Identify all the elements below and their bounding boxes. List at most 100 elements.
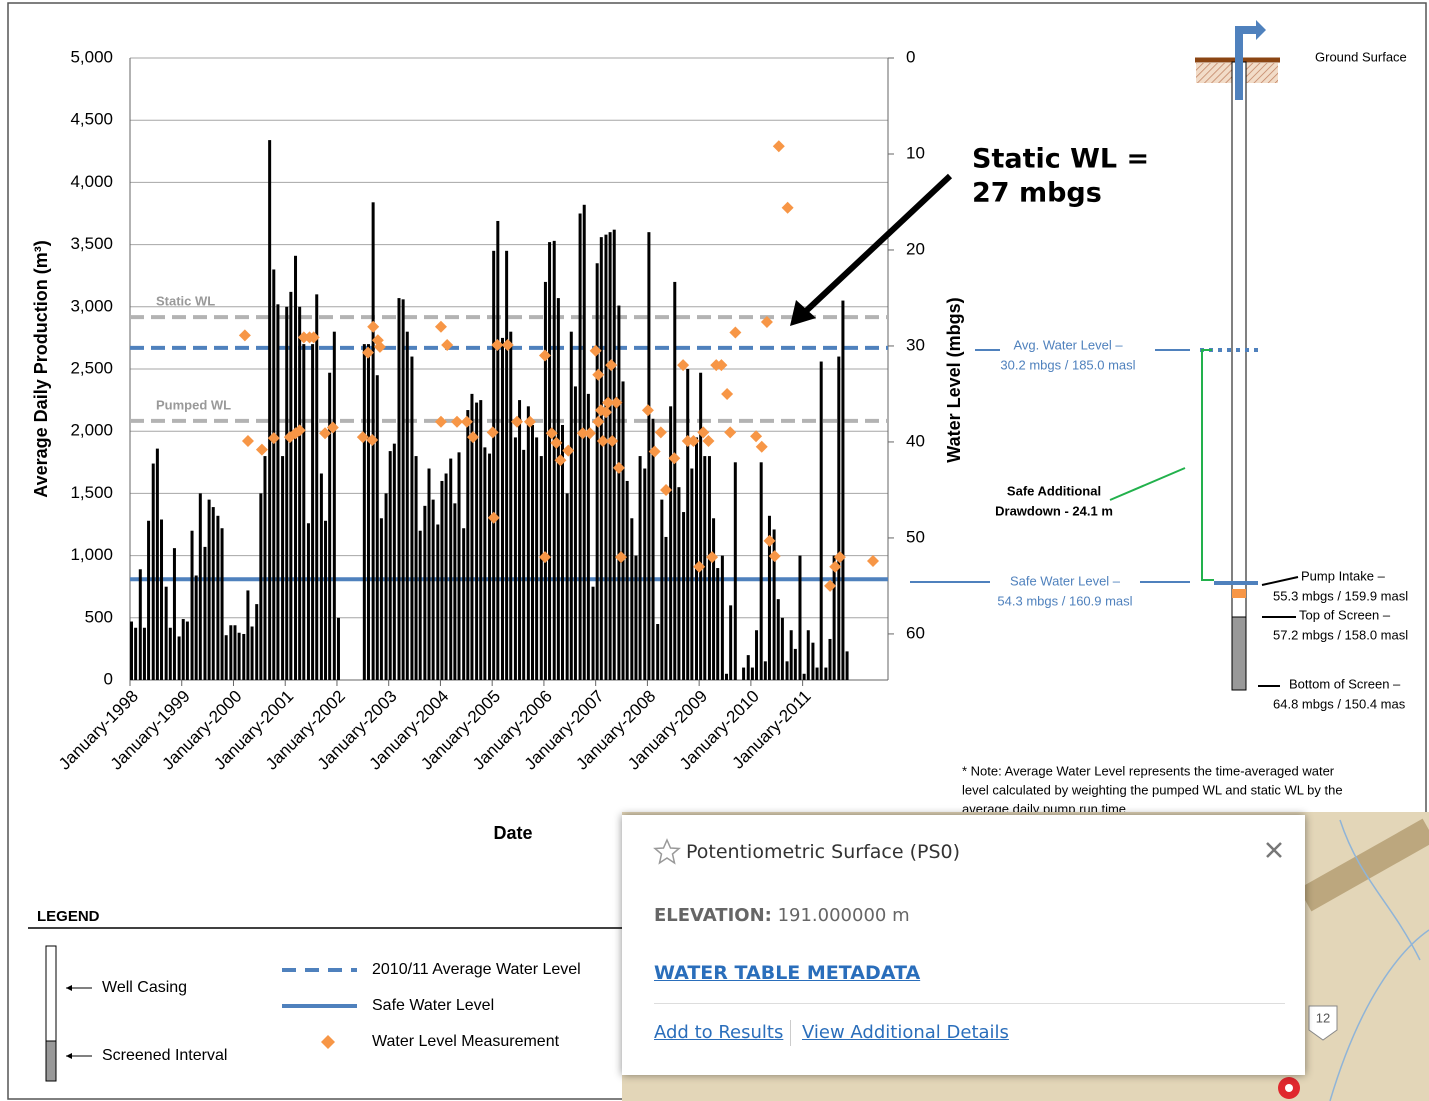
- y-tick-label: 2,000: [70, 421, 113, 440]
- separator: [790, 1020, 791, 1046]
- bar: [134, 628, 137, 680]
- bar: [363, 344, 366, 680]
- well-label: Bottom of Screen –: [1289, 676, 1401, 691]
- bar: [393, 444, 396, 680]
- bar: [760, 462, 763, 680]
- bar: [505, 251, 508, 680]
- bar: [574, 386, 577, 680]
- well-label: 55.3 mbgs / 159.9 masl: [1273, 588, 1408, 603]
- bar: [686, 369, 689, 680]
- y2-tick-label: 10: [906, 143, 925, 162]
- well-label: Avg. Water Level –: [1013, 337, 1123, 352]
- bar: [492, 251, 495, 680]
- bar: [699, 373, 702, 680]
- bar: [566, 493, 569, 680]
- bar: [682, 512, 685, 680]
- well-label: Drawdown - 24.1 m: [995, 503, 1113, 518]
- bar: [410, 357, 413, 680]
- screen: [1232, 617, 1246, 690]
- bar: [281, 456, 284, 680]
- action-link[interactable]: View Additional Details: [802, 1022, 1009, 1043]
- bar: [604, 235, 607, 680]
- bar: [643, 469, 646, 680]
- bar: [479, 400, 482, 680]
- bar: [415, 456, 418, 680]
- bar: [798, 556, 801, 680]
- bar: [677, 487, 680, 680]
- bar: [790, 630, 793, 680]
- bar: [841, 301, 844, 680]
- bar: [276, 304, 279, 680]
- bar: [216, 516, 219, 680]
- bar: [178, 636, 181, 680]
- bar: [514, 437, 517, 680]
- field-label: ELEVATION:: [654, 905, 772, 926]
- bar: [617, 306, 620, 680]
- y-tick-label: 500: [85, 607, 113, 626]
- popup: Potentiometric Surface (PS0) ELEVATION: …: [622, 815, 1305, 1075]
- bar: [466, 410, 469, 680]
- bar: [522, 450, 525, 680]
- bar: [445, 473, 448, 680]
- bar: [548, 242, 551, 680]
- bar: [583, 205, 586, 680]
- legend-label: Water Level Measurement: [372, 1033, 560, 1050]
- bar: [165, 587, 168, 680]
- bar: [212, 507, 215, 680]
- star-icon[interactable]: [652, 837, 682, 867]
- bar: [199, 493, 202, 680]
- bar: [440, 481, 443, 680]
- legend-screen: [46, 1041, 56, 1081]
- bar: [488, 454, 491, 680]
- bar: [246, 590, 249, 680]
- legend-label: Safe Water Level: [372, 997, 494, 1014]
- bar: [263, 456, 266, 680]
- annotation: 27 mbgs: [972, 178, 1102, 209]
- bar: [592, 587, 595, 680]
- y-tick-label: 0: [104, 669, 113, 688]
- metadata-link[interactable]: WATER TABLE METADATA: [654, 962, 920, 984]
- bar: [307, 523, 310, 680]
- bar: [255, 604, 258, 680]
- bar: [419, 531, 422, 680]
- bar: [156, 449, 159, 680]
- bar: [233, 625, 236, 680]
- bar: [423, 506, 426, 680]
- y2-axis-title: Water Level (mbgs): [944, 297, 964, 462]
- field: ELEVATION: 191.000000 m: [654, 905, 910, 926]
- bar: [803, 674, 806, 680]
- bar: [570, 332, 573, 680]
- bar: [333, 332, 336, 680]
- bar: [816, 668, 819, 680]
- bar: [609, 232, 612, 680]
- bar: [527, 406, 530, 680]
- y-tick-label: 1,000: [70, 545, 113, 564]
- bar: [820, 362, 823, 680]
- bar: [824, 668, 827, 680]
- bar: [324, 521, 327, 680]
- bar: [337, 618, 340, 680]
- bar: [622, 381, 625, 680]
- bar: [221, 528, 224, 680]
- pump: [1232, 589, 1246, 598]
- well-label: Safe Additional: [1007, 483, 1101, 498]
- bar: [579, 214, 582, 681]
- bar: [540, 456, 543, 680]
- bar: [376, 375, 379, 680]
- bar: [786, 661, 789, 680]
- y-tick-label: 4,500: [70, 110, 113, 129]
- bar: [380, 518, 383, 680]
- bar: [742, 668, 745, 680]
- bar: [630, 518, 633, 680]
- reference-label: Static WL: [156, 294, 215, 309]
- close-button[interactable]: [1264, 840, 1284, 860]
- action-link[interactable]: Add to Results: [654, 1022, 783, 1043]
- bar: [518, 400, 521, 680]
- bar: [268, 140, 271, 680]
- bar: [747, 655, 750, 680]
- bar: [734, 462, 737, 680]
- bar: [428, 469, 431, 680]
- bar: [191, 531, 194, 680]
- bar: [656, 624, 659, 680]
- bar: [544, 282, 547, 680]
